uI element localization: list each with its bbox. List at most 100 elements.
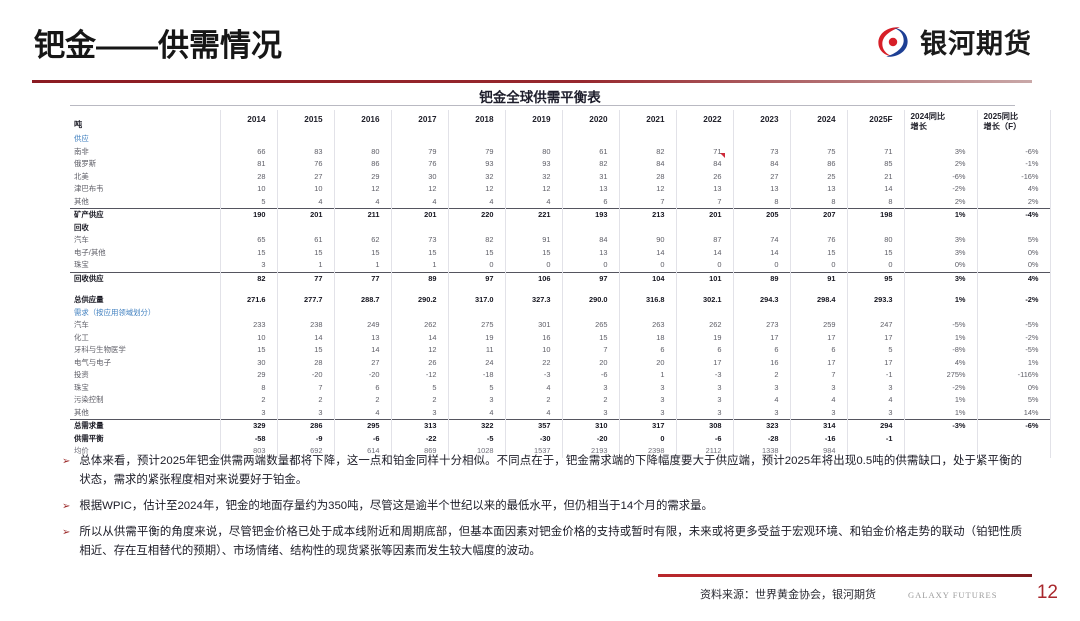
bullet-arrow-icon: ➢ — [62, 501, 71, 512]
table-cell: 327.3 — [505, 294, 563, 307]
table-cell: 4% — [904, 356, 978, 369]
table-row: 投资 29 -20 -20 -12 -18 -3 -6 1 -3 2 7 -1 275% -116% — [70, 369, 1051, 382]
table-cell: 4% — [977, 271, 1051, 285]
brand-logo-text: 银河期货 — [920, 29, 1032, 59]
table-cell: 74 — [733, 234, 791, 247]
table-cell: 5% — [977, 394, 1051, 407]
column-header-2022: 2022 — [676, 110, 734, 133]
table-cell: 6 — [676, 344, 734, 357]
table-cell: 2% — [904, 195, 978, 209]
table-cell: 14 — [391, 331, 449, 344]
footer-divider — [658, 574, 1032, 577]
table-cell: 3 — [847, 406, 905, 420]
table-row: 电子/其他 15 15 15 15 15 15 13 14 14 14 15 15 3% 0% — [70, 246, 1051, 259]
table-cell: 91 — [790, 271, 848, 285]
table-cell: 91 — [505, 234, 563, 247]
table-cell: -5 — [448, 432, 506, 445]
row-label: 汽车 — [70, 234, 221, 247]
table-cell: 8 — [733, 195, 791, 209]
table-cell: 7 — [676, 195, 734, 209]
table-cell: 869 — [391, 445, 449, 458]
table-cell: 17 — [847, 331, 905, 344]
table-cell — [220, 133, 278, 146]
table-cell: 12 — [619, 183, 677, 196]
table-cell: 21 — [847, 170, 905, 183]
table-cell — [904, 445, 978, 458]
table-row: 其他 3 3 4 3 4 4 3 3 3 3 3 3 1% 14% — [70, 406, 1051, 420]
row-label: 矿产供应 — [70, 208, 221, 222]
table-cell: -6 — [676, 432, 734, 445]
table-cell: 4 — [448, 406, 506, 420]
table-cell: 7 — [790, 369, 848, 382]
table-cell: 190 — [220, 208, 278, 222]
table-cell: 16 — [733, 356, 791, 369]
table-cell — [904, 306, 978, 319]
table-cell: 4 — [505, 381, 563, 394]
table-cell: 0 — [505, 259, 563, 272]
table-cell: 4 — [790, 394, 848, 407]
table-cell: 6 — [562, 195, 620, 209]
row-label: 汽车 — [70, 319, 221, 332]
table-cell: -6% — [904, 170, 978, 183]
table-cell: 14 — [619, 246, 677, 259]
table-cell: 7 — [277, 381, 335, 394]
column-header-2024: 2024 — [790, 110, 848, 133]
supply-demand-balance-table: 吨 2014 2015 2016 2017 2018 2019 2020 2021 2022 202… — [70, 110, 1051, 458]
table-cell — [733, 306, 791, 319]
table-cell: 201 — [391, 208, 449, 222]
table-cell: 77 — [277, 271, 335, 285]
table-cell: -18 — [448, 369, 506, 382]
table-cell: 26 — [391, 356, 449, 369]
table-cell: 80 — [334, 145, 392, 158]
table-row: 回收供应 82 77 77 89 97 106 97 104 101 89 91 95 3% 4% — [70, 271, 1051, 285]
row-label: 电气与电子 — [70, 356, 221, 369]
table-cell: 262 — [391, 319, 449, 332]
table-row: 汽车 65 61 62 73 82 91 84 90 87 74 76 80 3% 5% — [70, 234, 1051, 247]
table-cell — [448, 285, 506, 294]
table-cell: 85 — [847, 158, 905, 171]
list-item: ➢ 所以从供需平衡的角度来说，尽管钯金价格已处于成本线附近和周期底部，但基本面因… — [62, 523, 1022, 561]
table-cell: 82 — [220, 271, 278, 285]
table-row: 总需求量 329 286 295 313 322 357 310 317 308 323 314 294… — [70, 419, 1051, 433]
table-cell: 984 — [790, 445, 848, 458]
table-cell — [220, 285, 278, 294]
table-cell: 277.7 — [277, 294, 335, 307]
table-cell: 30 — [220, 356, 278, 369]
table-body: 供应 南非 66 83 80 79 79 80 61 82 71 73 75 71 3% -6% 俄罗斯 81 76… — [70, 133, 1051, 458]
table-cell: 2 — [334, 394, 392, 407]
table-cell: 0 — [790, 259, 848, 272]
table-cell: 15 — [505, 246, 563, 259]
row-label: 污染控制 — [70, 394, 221, 407]
table-cell: 329 — [220, 419, 278, 433]
table-cell: 357 — [505, 419, 563, 433]
table-cell: 2 — [277, 394, 335, 407]
table-cell — [505, 221, 563, 234]
table-cell: 6 — [619, 344, 677, 357]
table-cell: 97 — [448, 271, 506, 285]
table-cell: 247 — [847, 319, 905, 332]
table-row: 矿产供应 190 201 211 201 220 221 193 213 201 205 207 198… — [70, 208, 1051, 222]
table-cell: -20 — [277, 369, 335, 382]
table-cell: 314 — [790, 419, 848, 433]
table-cell: 18 — [619, 331, 677, 344]
table-cell: 2 — [220, 394, 278, 407]
table-cell: 76 — [277, 158, 335, 171]
table-cell: 308 — [676, 419, 734, 433]
table-cell: 1% — [904, 406, 978, 420]
row-label: 珠宝 — [70, 381, 221, 394]
table-cell: 4 — [448, 195, 506, 209]
table-header-row: 吨 2014 2015 2016 2017 2018 2019 2020 2021 2022 202… — [70, 110, 1051, 133]
brand-logo: 银河期货 — [875, 22, 1032, 61]
row-label: 电子/其他 — [70, 246, 221, 259]
table-cell: 2 — [391, 394, 449, 407]
column-header-2020: 2020 — [562, 110, 620, 133]
table-cell: 15 — [448, 246, 506, 259]
table-cell: 1028 — [448, 445, 506, 458]
table-cell: -20 — [562, 432, 620, 445]
row-label: 供应 — [70, 133, 221, 146]
table-cell — [505, 133, 563, 146]
table-row: 津巴布韦 10 10 12 12 12 12 13 12 13 13 13 14 -2% 4% — [70, 183, 1051, 196]
table-cell: -8% — [904, 344, 978, 357]
table-cell: -3% — [904, 419, 978, 433]
table-cell: 29 — [334, 170, 392, 183]
